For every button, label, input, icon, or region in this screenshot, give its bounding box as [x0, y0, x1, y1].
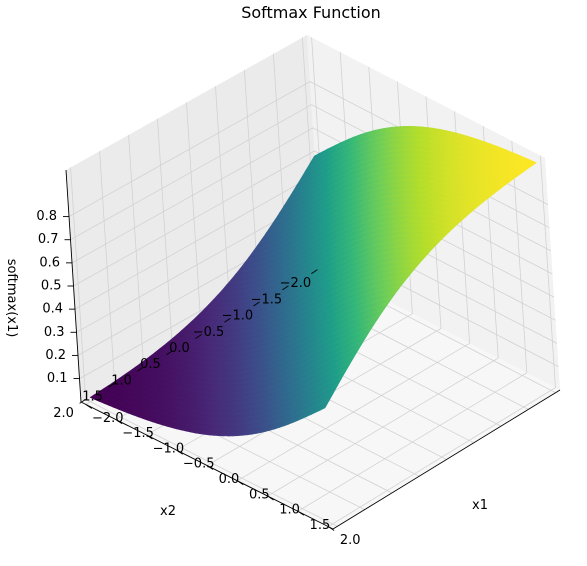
z-tick-label: 0.7	[38, 232, 59, 247]
x1-tick-label: −0.5	[183, 457, 215, 472]
x2-tick-label: 0.0	[169, 341, 190, 356]
x1-tick-label: 2.0	[340, 533, 361, 548]
x1-tick-label: 0.5	[249, 487, 270, 502]
x2-tick	[311, 269, 318, 274]
x1-tick	[206, 465, 214, 470]
x1-tick	[146, 434, 153, 440]
z-tick-label: 0.2	[45, 348, 66, 363]
x2-tick-label: 0.5	[140, 357, 161, 372]
tick-marks: −2.0−1.5−1.0−0.50.00.51.01.52.0−2.0−1.5−…	[36, 209, 360, 548]
x1-tick	[327, 526, 335, 531]
z-tick-label: 0.6	[39, 255, 60, 270]
x2-tick	[79, 399, 86, 404]
x2-tick	[224, 317, 231, 323]
x-axis-label: x1	[472, 498, 488, 513]
z-axis-label: softmax(x1)	[4, 259, 19, 338]
x1-tick-label: −1.5	[122, 426, 154, 441]
x2-tick	[282, 285, 289, 291]
x1-tick-label: 0.0	[219, 472, 240, 487]
x1-tick	[267, 495, 274, 501]
chart-title: Softmax Function	[241, 3, 381, 22]
x1-tick	[115, 419, 123, 425]
x2-tick	[108, 382, 115, 388]
x1-tick-label: −2.0	[92, 411, 124, 426]
x1-tick-label: 1.5	[310, 518, 331, 533]
x2-tick-label: −1.5	[251, 292, 283, 307]
x2-tick-label: 1.5	[82, 390, 103, 405]
x1-tick-label: −1.0	[153, 442, 185, 457]
x1-tick	[237, 480, 244, 486]
y-axis-label: x2	[160, 504, 176, 519]
surface-cell	[319, 399, 330, 411]
x2-tick-label: 1.0	[111, 374, 132, 389]
x1-axis-line	[332, 389, 561, 530]
grid-line-x	[327, 155, 556, 527]
x2-tick	[195, 334, 202, 339]
x2-tick-label: −0.5	[193, 325, 225, 340]
grid-line-x	[297, 140, 528, 512]
grid-line-x	[267, 126, 499, 497]
x2-tick-label: −2.0	[280, 276, 312, 291]
z-tick-label: 0.4	[42, 302, 63, 317]
z-tick-label: 0.1	[47, 371, 68, 386]
x2-tick-label: −1.0	[222, 309, 254, 324]
z-tick-label: 0.3	[44, 325, 65, 340]
grid-line-z	[73, 150, 553, 287]
x1-tick	[176, 449, 183, 455]
x2-tick	[253, 301, 260, 307]
x2-tick	[166, 350, 173, 356]
x1-tick-label: 1.0	[279, 503, 300, 518]
z-tick-label: 0.8	[36, 209, 57, 224]
x2-tick	[137, 366, 144, 372]
surface-mesh	[89, 125, 537, 437]
x1-tick	[85, 404, 93, 409]
x2-tick-label: 2.0	[53, 406, 74, 421]
z-tick-label: 0.5	[41, 279, 62, 294]
x1-tick	[297, 510, 305, 516]
